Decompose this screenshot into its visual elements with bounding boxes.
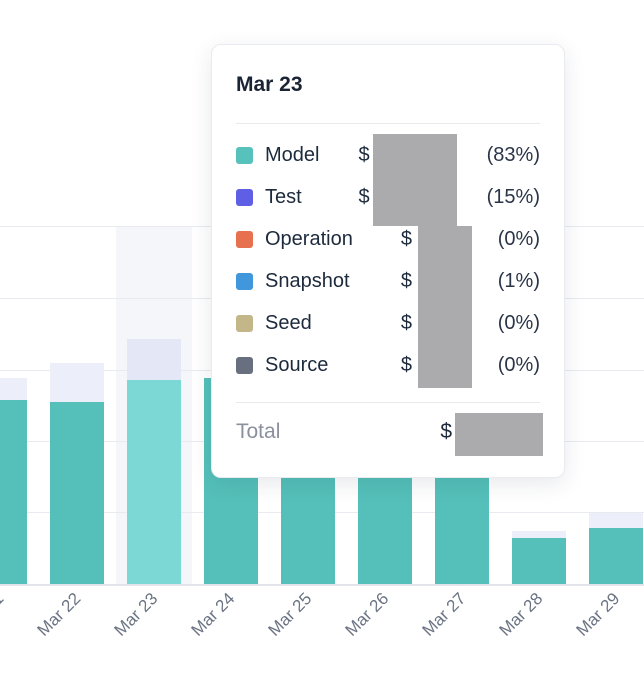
category-label: Test <box>265 185 302 208</box>
bar-model-segment[interactable] <box>435 477 489 584</box>
bar-cap-segment[interactable] <box>589 513 643 528</box>
tooltip-row-source: Source $ (0%) <box>236 344 540 386</box>
x-axis-label: Mar 24 <box>187 589 239 640</box>
category-label: Source <box>265 353 329 376</box>
percent-value: (0%) <box>497 227 540 250</box>
x-axis-label: Mar 26 <box>341 589 393 640</box>
dollar-sign: $ <box>400 311 412 334</box>
dollar-sign: $ <box>358 185 370 208</box>
total-label: Total <box>236 420 281 443</box>
bar-model-segment[interactable] <box>50 402 104 584</box>
x-axis-label: Mar 25 <box>264 589 316 640</box>
dollar-sign: $ <box>358 143 370 166</box>
x-axis-line <box>0 584 644 586</box>
chart-tooltip: Mar 23 Model $ (83%) Test $ (15%) Operation $ (0… <box>211 44 565 478</box>
value-group: $ (0%) <box>401 228 540 251</box>
dollar-sign: $ <box>400 353 412 376</box>
bar-model-segment[interactable] <box>589 528 643 584</box>
category-label: Operation <box>265 227 353 250</box>
tooltip-row-test: Test $ (15%) <box>236 176 540 218</box>
dollar-sign: $ <box>400 269 412 292</box>
bar-cap-segment[interactable] <box>50 363 104 402</box>
bar-model-segment[interactable] <box>512 538 566 584</box>
bar-model-segment[interactable] <box>0 400 27 584</box>
x-axis-label: Mar 29 <box>572 589 624 640</box>
tooltip-total-divider <box>236 402 540 403</box>
percent-value: (0%) <box>497 311 540 334</box>
bar-cap-segment[interactable] <box>512 531 566 538</box>
bar-model-segment[interactable] <box>281 470 335 584</box>
tooltip-row-model: Model $ (83%) <box>236 134 540 176</box>
tooltip-row-seed: Seed $ (0%) <box>236 302 540 344</box>
operation-swatch-icon <box>236 230 253 248</box>
model-swatch-icon <box>236 146 253 164</box>
value-group: $ (15%) <box>359 186 540 209</box>
tooltip-row-operation: Operation $ (0%) <box>236 218 540 260</box>
category-label: Model <box>265 143 320 166</box>
tooltip-total-row: Total $ <box>236 403 540 461</box>
x-axis-label: Mar 27 <box>418 589 470 640</box>
tooltip-divider <box>236 123 540 124</box>
value-group: $ (0%) <box>401 312 540 335</box>
value-group: $ (1%) <box>401 270 540 293</box>
category-label: Seed <box>265 311 312 334</box>
bar-model-segment[interactable] <box>358 470 412 584</box>
total-value-group: $ <box>440 420 540 444</box>
seed-swatch-icon <box>236 314 253 332</box>
source-swatch-icon <box>236 356 253 374</box>
redaction-box <box>455 413 543 456</box>
x-axis-label: Mar 23 <box>110 589 162 640</box>
x-axis-label: Mar 22 <box>33 589 85 640</box>
value-group: $ (0%) <box>401 354 540 377</box>
total-dollar-sign: $ <box>440 420 452 443</box>
test-swatch-icon <box>236 188 253 206</box>
category-label: Snapshot <box>265 269 350 292</box>
tooltip-legend-rows: Model $ (83%) Test $ (15%) Operation $ (0%) Snaps… <box>236 134 540 386</box>
x-axis-label: Mar 21 <box>0 589 8 640</box>
x-axis-label: Mar 28 <box>495 589 547 640</box>
snapshot-swatch-icon <box>236 272 253 290</box>
percent-value: (1%) <box>497 269 540 292</box>
tooltip-row-snapshot: Snapshot $ (1%) <box>236 260 540 302</box>
percent-value: (15%) <box>486 185 540 208</box>
tooltip-title: Mar 23 <box>236 73 303 96</box>
dollar-sign: $ <box>400 227 412 250</box>
redaction-box <box>418 226 472 388</box>
bar-model-segment[interactable] <box>127 380 181 584</box>
percent-value: (0%) <box>497 353 540 376</box>
bar-cap-segment[interactable] <box>127 339 181 380</box>
redaction-box <box>373 134 457 226</box>
percent-value: (83%) <box>486 143 540 166</box>
value-group: $ (83%) <box>359 144 540 167</box>
bar-cap-segment[interactable] <box>0 378 27 400</box>
